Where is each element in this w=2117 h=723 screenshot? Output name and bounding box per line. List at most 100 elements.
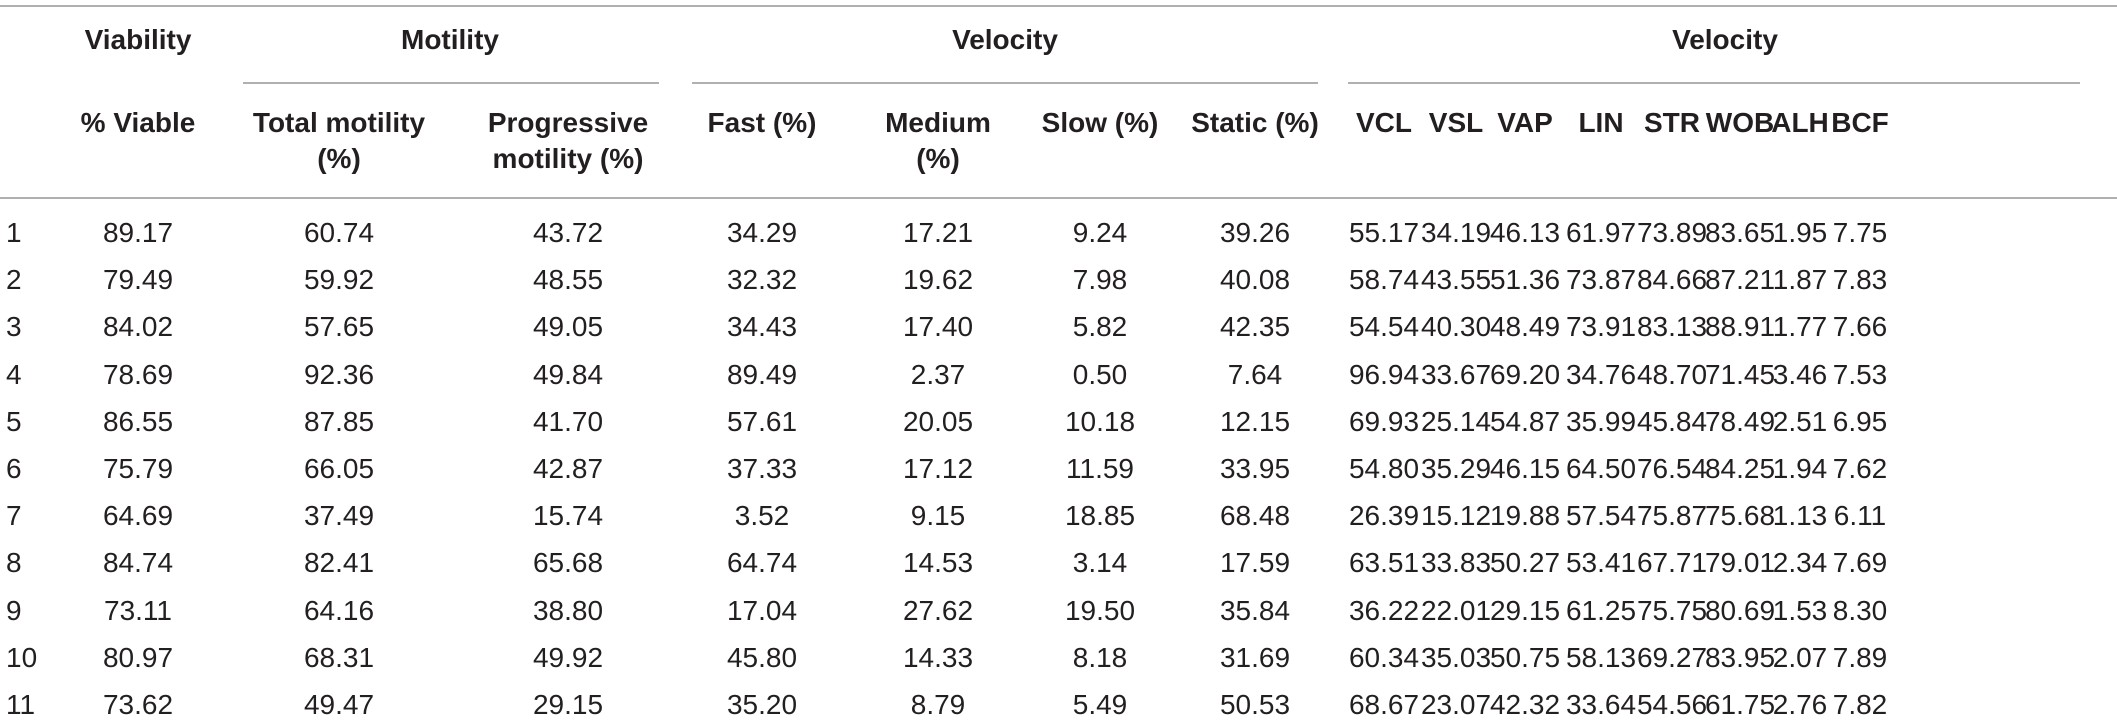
- table-cell: 19.88: [1489, 500, 1561, 532]
- table-cell: 7.64: [1227, 358, 1283, 390]
- table-cell: 5.82: [1072, 311, 1128, 343]
- table-cell: 25.14: [1420, 405, 1492, 437]
- table-cell: 26.39: [1348, 500, 1420, 532]
- table-cell: 37.49: [303, 500, 375, 532]
- table-cell: 46.13: [1489, 217, 1561, 248]
- table-cell: 64.69: [102, 500, 174, 532]
- table-cell: 73.62: [102, 689, 174, 720]
- table-cell: 33.83: [1420, 547, 1492, 579]
- table-cell: 1.13: [1772, 500, 1828, 532]
- table-cell: 19.62: [902, 264, 974, 296]
- table-cell: 87.21: [1704, 264, 1776, 296]
- table-cell: 61.75: [1704, 689, 1776, 720]
- table-cell: 80.97: [102, 641, 174, 673]
- table-cell: 34.19: [1420, 217, 1492, 248]
- table-cell: 48.49: [1489, 311, 1561, 343]
- table-cell: 29.15: [532, 689, 604, 720]
- row-label: 5: [6, 405, 22, 437]
- table-cell: 50.53: [1219, 689, 1291, 720]
- column-header-viable: % Viable: [80, 107, 196, 138]
- table-cell: 31.69: [1219, 641, 1291, 673]
- group-header-velocity-percent: Velocity: [952, 24, 1058, 55]
- table-cell: 84.66: [1636, 264, 1708, 296]
- row-label: 9: [6, 594, 22, 626]
- table-cell: 54.80: [1348, 453, 1420, 484]
- table-cell: 20.05: [902, 405, 974, 437]
- table-cell: 68.48: [1219, 500, 1291, 532]
- table-cell: 7.69: [1832, 547, 1888, 579]
- table-cell: 73.91: [1565, 311, 1637, 343]
- table-cell: 71.45: [1704, 358, 1776, 390]
- table-cell: 64.50: [1565, 453, 1637, 484]
- table-cell: 9.15: [910, 500, 966, 532]
- table-cell: 7.98: [1072, 264, 1128, 296]
- table-cell: 73.11: [104, 594, 172, 626]
- table-cell: 39.26: [1219, 217, 1291, 248]
- table-cell: 53.41: [1565, 547, 1637, 579]
- table-cell: 40.08: [1219, 264, 1291, 296]
- table-cell: 69.93: [1348, 405, 1420, 437]
- table-cell: 1.95: [1772, 217, 1828, 248]
- column-header-progressive-motility: Progressive motility (%): [487, 107, 649, 174]
- table-cell: 96.94: [1348, 358, 1420, 390]
- table-cell: 7.83: [1832, 264, 1888, 296]
- table-cell: 50.75: [1489, 641, 1561, 673]
- table-cell: 58.74: [1348, 264, 1420, 296]
- table-cell: 33.64: [1565, 689, 1637, 720]
- row-label: 1: [6, 217, 22, 248]
- table-cell: 75.87: [1636, 500, 1708, 532]
- table-cell: 29.15: [1489, 594, 1561, 626]
- table-cell: 54.56: [1636, 689, 1708, 720]
- table-cell: 89.17: [102, 217, 174, 248]
- table-cell: 7.66: [1832, 311, 1888, 343]
- table-cell: 57.54: [1565, 500, 1637, 532]
- table-cell: 9.24: [1072, 217, 1128, 248]
- table-cell: 75.68: [1704, 500, 1776, 532]
- table-cell: 58.13: [1565, 641, 1637, 673]
- table-cell: 12.15: [1219, 405, 1291, 437]
- table-cell: 42.35: [1219, 311, 1291, 343]
- table-cell: 17.21: [902, 217, 974, 248]
- table-cell: 48.70: [1636, 358, 1708, 390]
- row-label: 6: [6, 453, 22, 484]
- table-cell: 42.87: [532, 453, 604, 484]
- table-cell: 11.59: [1066, 453, 1134, 484]
- table-cell: 63.51: [1348, 547, 1420, 579]
- table-cell: 45.80: [726, 641, 798, 673]
- table-cell: 6.11: [1833, 500, 1887, 532]
- table-cell: 68.31: [303, 641, 375, 673]
- table-cell: 79.01: [1704, 547, 1776, 579]
- row-label: 3: [6, 311, 22, 343]
- table-cell: 2.76: [1772, 689, 1828, 720]
- table-cell: 17.04: [726, 594, 798, 626]
- header-bottom-rule: [0, 197, 2117, 199]
- table-cell: 6.95: [1832, 405, 1888, 437]
- column-header-str: STR: [1644, 107, 1700, 138]
- table-cell: 49.92: [532, 641, 604, 673]
- table-cell: 2.51: [1772, 405, 1828, 437]
- table-cell: 8.30: [1832, 594, 1888, 626]
- table-cell: 7.75: [1832, 217, 1888, 248]
- column-header-medium: Medium (%): [885, 107, 991, 174]
- table-cell: 51.36: [1489, 264, 1561, 296]
- table-cell: 14.33: [902, 641, 974, 673]
- column-header-vap: VAP: [1497, 107, 1553, 138]
- table-cell: 8.18: [1072, 641, 1128, 673]
- column-header-bcf: BCF: [1831, 107, 1889, 138]
- row-label: 8: [6, 547, 22, 579]
- table-cell: 35.84: [1219, 594, 1291, 626]
- table-cell: 84.02: [102, 311, 174, 343]
- table-cell: 73.89: [1636, 217, 1708, 248]
- table-cell: 83.13: [1636, 311, 1708, 343]
- table-cell: 35.29: [1420, 453, 1492, 484]
- table-cell: 35.03: [1420, 641, 1492, 673]
- table-cell: 84.25: [1704, 453, 1776, 484]
- table-cell: 33.67: [1420, 358, 1492, 390]
- table-cell: 41.70: [532, 405, 604, 437]
- table-cell: 87.85: [303, 405, 375, 437]
- group-header-velocity-kinematics: Velocity: [1672, 24, 1778, 55]
- table-cell: 17.40: [902, 311, 974, 343]
- table-cell: 55.17: [1348, 217, 1420, 248]
- table-cell: 83.95: [1704, 641, 1776, 673]
- table-cell: 88.91: [1704, 311, 1776, 343]
